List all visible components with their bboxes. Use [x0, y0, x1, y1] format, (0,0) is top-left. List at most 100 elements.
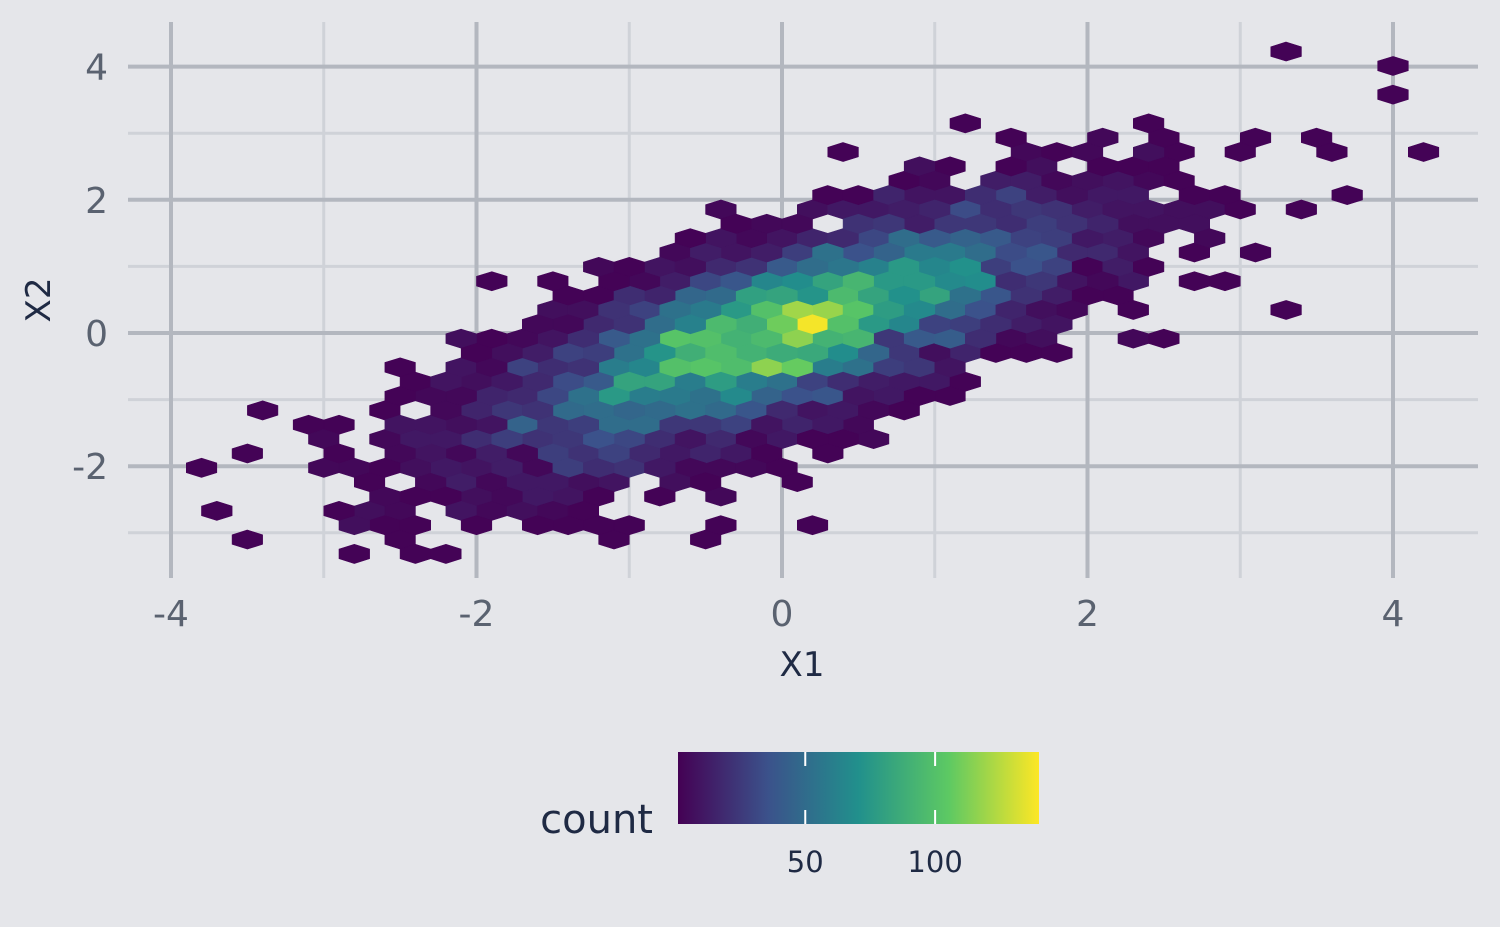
hex-bin [964, 185, 997, 206]
hex-bin [766, 285, 798, 306]
hex-bin [659, 357, 691, 378]
hex-bin [1240, 242, 1272, 263]
hex-bin [995, 127, 1027, 148]
hex-bin [644, 457, 676, 478]
hex-bin [705, 371, 737, 392]
hex-bin [201, 500, 233, 521]
hex-bin [674, 314, 706, 335]
hex-bin [1377, 56, 1409, 76]
hex-bin [674, 228, 706, 249]
hex-bin [537, 271, 569, 292]
legend-ticks: 50 100 [787, 752, 963, 879]
hex-bin [705, 515, 737, 536]
hex-bin [1148, 127, 1180, 148]
hex-bin [919, 314, 951, 335]
hex-bin [1026, 271, 1058, 292]
hex-bin [644, 486, 676, 507]
hex-bin [1285, 199, 1317, 220]
hex-bin [1148, 213, 1180, 234]
hex-bin [1041, 142, 1073, 162]
hex-bin [1377, 84, 1409, 105]
hex-bin [384, 414, 416, 435]
hex-bin [674, 256, 706, 277]
hex-bin [1408, 142, 1440, 162]
legend-colorbar [678, 752, 1039, 824]
hex-bin [934, 386, 966, 406]
hex-bin [690, 472, 722, 493]
hex-bin [919, 170, 951, 191]
hex-bin [674, 429, 706, 450]
hex-bin [1331, 185, 1363, 206]
hex-bin [751, 414, 783, 435]
hex-bin [1178, 185, 1210, 206]
hex-bin [323, 500, 355, 521]
hex-bin [705, 343, 737, 363]
hex-bin [720, 213, 752, 234]
hex-bin [1087, 127, 1119, 148]
x-axis-title: X1 [780, 645, 825, 685]
hex-bin [430, 371, 462, 392]
hex-bin [491, 429, 523, 450]
hex-bin [1270, 300, 1302, 320]
legend-tick-label: 50 [787, 845, 824, 879]
y-tick-label: 0 [85, 314, 108, 355]
hex-bin [781, 472, 813, 493]
hex-bin [949, 113, 981, 134]
y-axis-title: X2 [19, 278, 59, 323]
hex-bin [1102, 199, 1134, 220]
hex-bin [1224, 142, 1256, 162]
hex-bin [720, 271, 752, 292]
hex-bin [521, 515, 554, 536]
hex-bin [827, 142, 859, 162]
hex-bin [1056, 300, 1088, 320]
hex-bin [919, 199, 951, 220]
x-axis-tick-labels: -4 -2 0 2 4 [153, 594, 1404, 635]
hex-bin [1270, 41, 1302, 62]
hex-bin [231, 529, 263, 550]
hex-bin [964, 213, 997, 234]
hex-bin [460, 343, 493, 363]
hex-bin [796, 515, 829, 536]
hex-bin [583, 343, 615, 363]
hex-bin [781, 213, 813, 234]
hex-bin [812, 185, 844, 206]
hex-bin [399, 515, 432, 536]
x-tick-label: 0 [771, 594, 794, 635]
hex-bin [964, 328, 997, 349]
hex-bin [338, 543, 370, 564]
hex-bin [613, 400, 645, 421]
hex-bin [766, 343, 798, 363]
hex-bin [1087, 156, 1119, 177]
hex-bin [1194, 228, 1226, 249]
hex-bin [1148, 328, 1180, 349]
y-tick-label: 4 [85, 48, 108, 89]
hex-bin [888, 285, 920, 306]
hexbin-layer [186, 41, 1440, 564]
y-tick-label: -2 [72, 447, 108, 488]
y-axis-tick-labels: -2 0 2 4 [72, 48, 108, 489]
hex-bin [598, 300, 630, 320]
hex-bin [842, 271, 874, 292]
legend-title: count [540, 797, 653, 843]
x-tick-label: 4 [1382, 594, 1405, 635]
hex-bin [888, 400, 920, 421]
hex-bin [521, 400, 554, 421]
hex-bin [399, 486, 432, 507]
hex-bin [552, 314, 584, 335]
hex-bin [1133, 256, 1165, 277]
hex-bin [460, 515, 493, 536]
hex-bin [598, 443, 630, 464]
hex-bin [1316, 142, 1348, 162]
x-tick-label: 2 [1076, 594, 1099, 635]
hex-bin [613, 515, 645, 536]
hex-bin [231, 443, 263, 464]
hex-bin [613, 256, 645, 277]
hex-bin [491, 457, 523, 478]
hex-bin [934, 357, 966, 378]
hex-bin [812, 443, 844, 464]
x-tick-label: -4 [153, 594, 189, 635]
hex-bin [491, 486, 523, 507]
hex-bin [476, 271, 508, 292]
hex-bin [995, 156, 1027, 177]
